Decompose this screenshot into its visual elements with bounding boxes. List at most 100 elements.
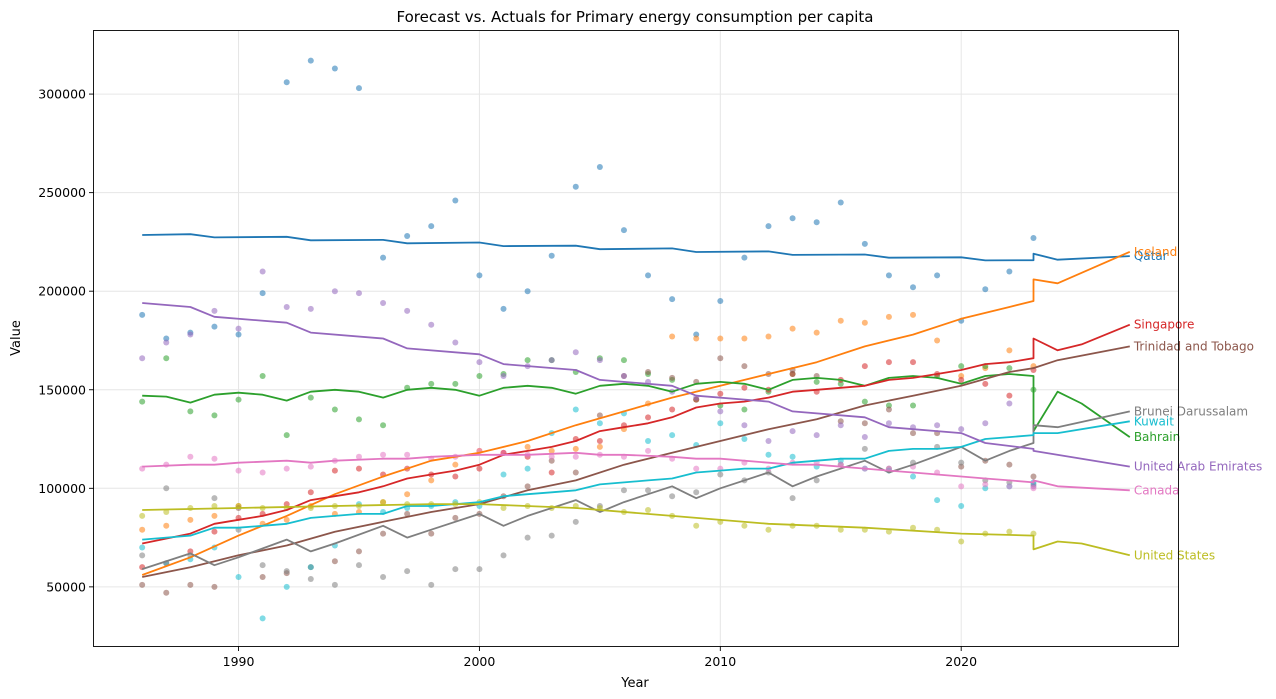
data-point <box>885 313 892 320</box>
data-point <box>139 512 146 519</box>
data-point <box>572 349 579 356</box>
data-point <box>813 432 820 439</box>
data-point <box>620 372 627 379</box>
data-point <box>741 406 748 413</box>
data-point <box>572 518 579 525</box>
data-point <box>163 355 170 362</box>
data-point <box>1006 528 1013 535</box>
series-end-label: Brunei Darussalam <box>1134 404 1248 418</box>
data-point <box>163 339 170 346</box>
data-point <box>910 359 917 366</box>
data-point <box>693 335 700 342</box>
data-point <box>259 268 266 275</box>
data-point <box>452 514 459 521</box>
data-point <box>307 575 314 582</box>
x-tick-label: 1990 <box>223 654 255 669</box>
series-end-label: United Arab Emirates <box>1134 460 1262 474</box>
series-line <box>142 373 1131 438</box>
y-axis-label: Value <box>9 320 24 356</box>
data-point <box>307 564 314 571</box>
series-end-label: Kuwait <box>1134 414 1174 428</box>
data-point <box>380 254 387 261</box>
data-point <box>741 522 748 529</box>
data-point <box>934 422 941 429</box>
data-point <box>572 469 579 476</box>
data-point <box>211 495 218 502</box>
data-point <box>211 528 218 535</box>
data-point <box>741 335 748 342</box>
data-point <box>910 402 917 409</box>
data-point <box>259 469 266 476</box>
data-point <box>283 303 290 310</box>
data-point <box>524 534 531 541</box>
data-point <box>163 508 170 515</box>
x-tick-label: 2020 <box>945 654 977 669</box>
actual-points <box>139 57 1037 622</box>
data-point <box>717 298 724 305</box>
data-point <box>693 522 700 529</box>
data-point <box>837 422 844 429</box>
data-point <box>283 432 290 439</box>
data-point <box>813 219 820 226</box>
data-point <box>307 305 314 312</box>
series-end-label: Canada <box>1134 483 1180 497</box>
data-point <box>139 398 146 405</box>
forecast-lines <box>141 233 1131 578</box>
data-point <box>452 566 459 573</box>
data-point <box>982 380 989 387</box>
data-point <box>452 473 459 480</box>
data-point <box>235 331 242 338</box>
data-point <box>235 574 242 581</box>
data-point <box>428 321 435 328</box>
data-point <box>163 485 170 492</box>
data-point <box>548 252 555 259</box>
series-line <box>142 233 1130 262</box>
series-end-label: United States <box>1134 548 1215 562</box>
data-point <box>934 497 941 504</box>
data-point <box>837 199 844 206</box>
data-point <box>813 329 820 336</box>
x-tick-label: 2000 <box>464 654 496 669</box>
data-point <box>789 428 796 435</box>
data-point <box>476 465 483 472</box>
data-point <box>380 499 387 506</box>
data-point <box>283 583 290 590</box>
data-point <box>548 357 555 364</box>
data-point <box>861 434 868 441</box>
data-point <box>958 538 965 545</box>
data-point <box>910 524 917 531</box>
data-point <box>1030 473 1037 480</box>
data-point <box>1006 400 1013 407</box>
series-line <box>142 451 1130 492</box>
data-point <box>428 380 435 387</box>
data-point <box>187 516 194 523</box>
data-point <box>669 493 676 500</box>
data-point <box>958 503 965 510</box>
data-point <box>548 453 555 460</box>
data-point <box>741 363 748 370</box>
data-point <box>982 481 989 488</box>
data-point <box>163 522 170 529</box>
data-point <box>355 548 362 555</box>
data-point <box>910 284 917 291</box>
data-point <box>958 459 965 466</box>
data-point <box>500 552 507 559</box>
data-point <box>331 65 338 72</box>
data-point <box>596 420 603 427</box>
data-point <box>645 487 652 494</box>
data-point <box>765 438 772 444</box>
data-point <box>307 489 314 496</box>
data-point <box>596 438 603 444</box>
data-point <box>789 495 796 502</box>
data-point <box>620 357 627 364</box>
data-point <box>910 311 917 318</box>
data-point <box>861 240 868 247</box>
data-point <box>404 233 411 239</box>
data-point <box>452 339 459 346</box>
data-point <box>404 510 411 517</box>
data-point <box>259 574 266 581</box>
data-point <box>163 589 170 596</box>
data-point <box>717 355 724 362</box>
data-point <box>741 436 748 443</box>
